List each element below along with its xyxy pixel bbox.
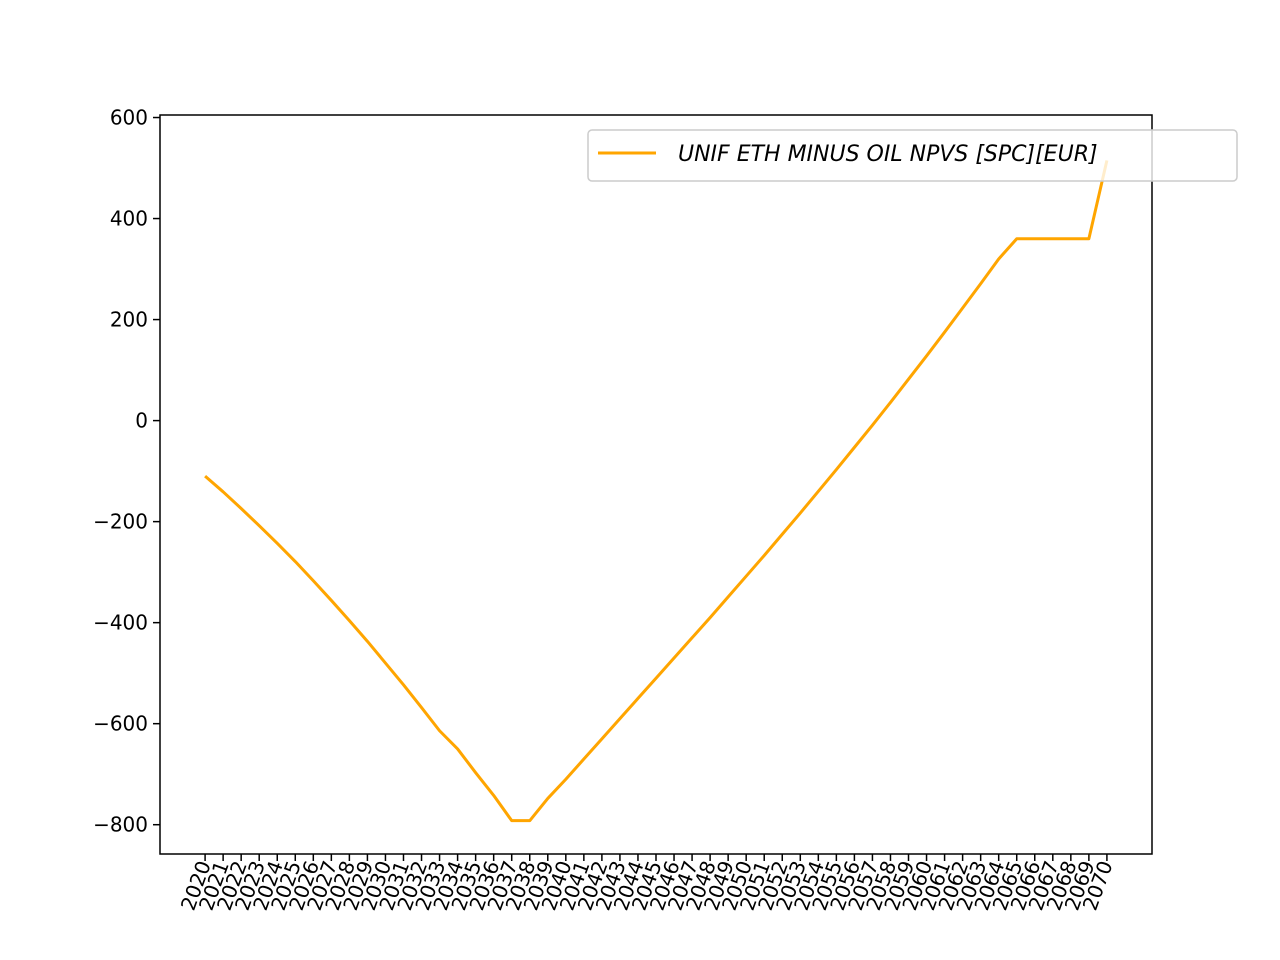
y-tick-label: 200 — [110, 308, 148, 332]
legend-label: UNIF ETH MINUS OIL NPVS [SPC][EUR] — [678, 142, 1098, 167]
legend: UNIF ETH MINUS OIL NPVS [SPC][EUR] — [587, 129, 1238, 182]
y-tick-label: −600 — [93, 712, 148, 736]
series-layer — [204, 160, 1109, 823]
y-tick-label: 0 — [135, 409, 148, 433]
y-tick-label: −400 — [93, 611, 148, 635]
series-line-0 — [204, 160, 1109, 823]
y-tick-label: 400 — [110, 207, 148, 231]
y-axis: 600 400 200 0 −200 −400 −600 −800 — [93, 106, 160, 837]
legend-box — [587, 129, 1238, 182]
plot-area-frame — [159, 114, 1153, 855]
x-axis: 2020202120222023202420252026202720282029… — [176, 854, 1118, 914]
y-tick-label: −800 — [93, 813, 148, 837]
y-tick-label: 600 — [110, 106, 148, 130]
y-tick-label: −200 — [93, 510, 148, 534]
